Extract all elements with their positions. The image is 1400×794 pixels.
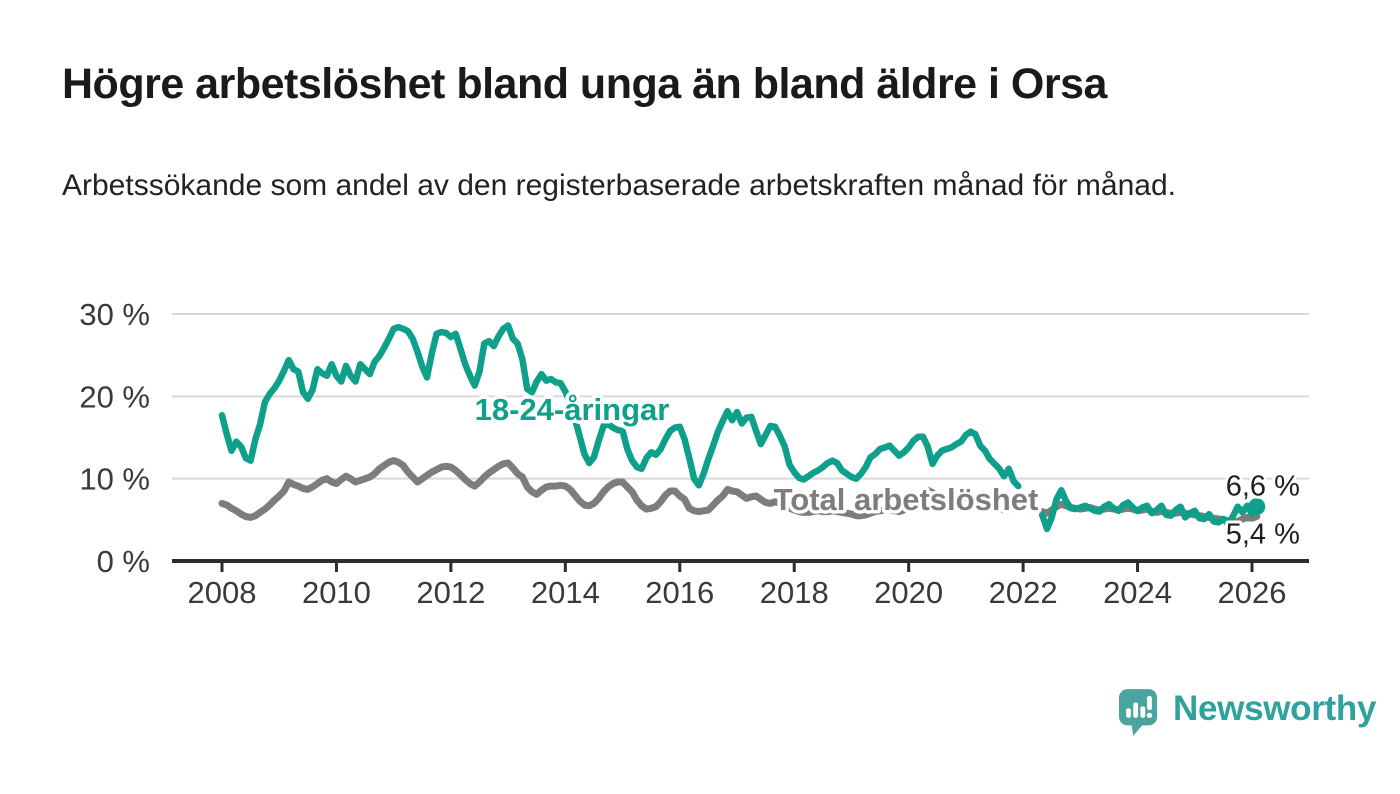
x-tick-label: 2010 [302,575,371,610]
newsworthy-logo-icon [1118,689,1158,736]
y-tick-label: 10 % [79,462,150,497]
end-value-label-total: 5,4 % [1226,519,1300,551]
x-tick-label: 2018 [760,575,829,610]
x-tick-label: 2026 [1218,575,1287,610]
end-value-label-youth: 6,6 % [1226,471,1300,503]
series-label-youth: 18-24-åringar [475,392,670,427]
chart-subtitle: Arbetssökande som andel av den registerb… [62,169,1176,202]
y-tick-label: 0 % [97,544,150,579]
series-line-youth [218,322,1261,533]
newsworthy-logo: Newsworthy [1118,688,1376,738]
page-title: Högre arbetslöshet bland unga än bland ä… [62,60,1107,108]
y-tick-label: 30 % [79,297,150,332]
series-end-dot [1248,498,1266,516]
series-label-total: Total arbetslöshet [774,482,1039,517]
x-tick-label: 2020 [874,575,943,610]
x-tick-label: 2022 [989,575,1058,610]
y-tick-label: 20 % [79,379,150,414]
newsworthy-brand-text: Newsworthy [1173,689,1377,728]
x-tick-label: 2024 [1103,575,1172,610]
x-tick-label: 2016 [645,575,714,610]
x-tick-label: 2012 [416,575,485,610]
x-tick-label: 2008 [188,575,257,610]
x-tick-label: 2014 [531,575,600,610]
